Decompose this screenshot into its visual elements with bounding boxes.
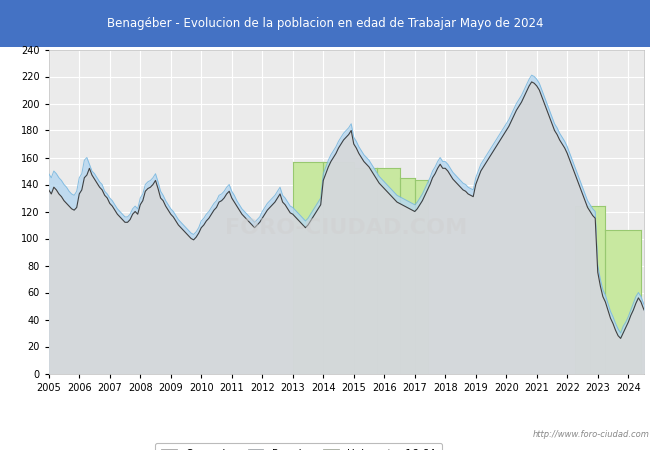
Legend: Ocupados, Parados, Hab. entre 16-64: Ocupados, Parados, Hab. entre 16-64 [155, 443, 442, 450]
Text: http://www.foro-ciudad.com: http://www.foro-ciudad.com [533, 430, 650, 439]
Text: FORO-CIUDAD.COM: FORO-CIUDAD.COM [225, 218, 467, 238]
Text: Benagéber - Evolucion de la poblacion en edad de Trabajar Mayo de 2024: Benagéber - Evolucion de la poblacion en… [107, 17, 543, 30]
